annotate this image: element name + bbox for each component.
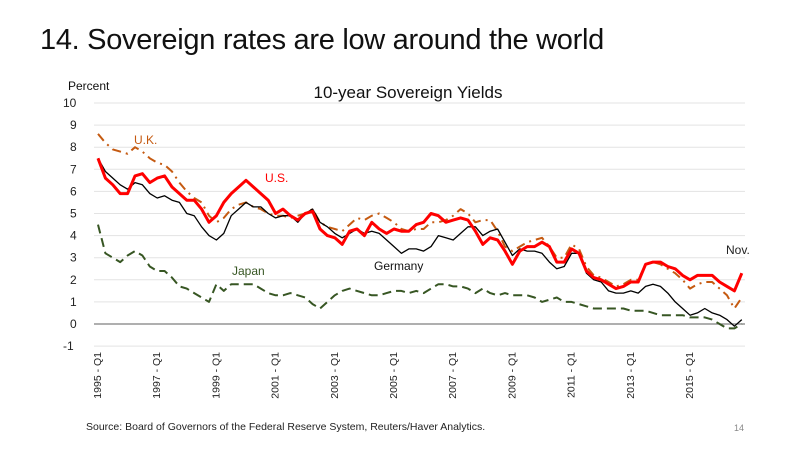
y-tick-label: 9 [70,118,77,132]
y-tick-label: 4 [70,229,77,243]
slide-title: 14. Sovereign rates are low around the w… [40,24,604,56]
series-line-uk [97,133,743,310]
y-tick-label: 1 [70,295,77,309]
y-tick-label: 7 [70,162,77,176]
annotation-nov: Nov. [726,243,750,257]
y-tick-label: 0 [70,317,77,331]
x-tick-label: 1997 - Q1 [151,352,163,399]
x-tick-label: 2015 - Q1 [684,352,696,399]
y-tick-label: 3 [70,251,77,265]
y-tick-label: 6 [70,184,77,198]
y-axis-label: Percent [68,79,110,93]
x-tick-label: 2013 - Q1 [625,352,637,399]
y-axis-ticks: -1 0 1 2 3 4 5 6 7 8 9 10 [63,96,77,353]
series-label-us: U.S. [265,171,288,185]
series-label-germany: Germany [374,259,423,273]
series-line-japan [97,224,743,330]
source-note: Source: Board of Governors of the Federa… [86,421,486,433]
series-lines [96,133,744,330]
y-tick-label: 2 [70,273,77,287]
y-tick-label: -1 [63,339,74,353]
chart-title: 10-year Sovereign Yields [313,83,502,102]
x-tick-label: 2001 - Q1 [270,352,282,399]
page-number: 14 [734,423,745,433]
x-tick-label: 1999 - Q1 [210,352,222,399]
y-tick-label: 10 [63,96,77,110]
gridlines [94,102,745,347]
x-axis-ticks: 1995 - Q1 1997 - Q1 1999 - Q1 2001 - Q1 2003… [92,352,696,399]
series-line-germany [97,157,743,327]
x-tick-label: 2007 - Q1 [447,352,459,399]
x-tick-label: 2003 - Q1 [329,352,341,399]
x-tick-label: 2005 - Q1 [388,352,400,399]
series-label-japan: Japan [232,264,265,278]
y-tick-label: 5 [70,207,77,221]
x-tick-label: 2011 - Q1 [566,352,578,398]
x-tick-label: 1995 - Q1 [92,352,104,399]
x-tick-label: 2009 - Q1 [506,352,518,399]
series-label-uk: U.K. [134,133,157,147]
series-line-us [96,157,744,293]
y-tick-label: 8 [70,140,77,154]
